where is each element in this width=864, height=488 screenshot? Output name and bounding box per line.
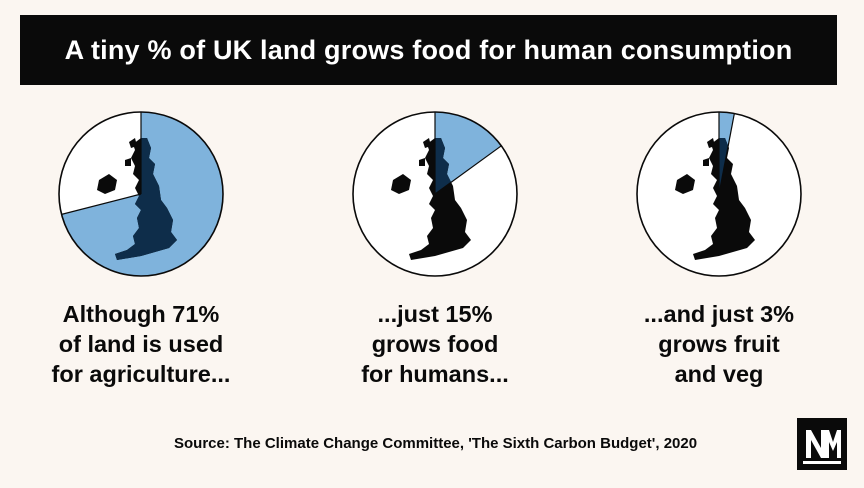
title-bar: A tiny % of UK land grows food for human… [20,15,837,85]
pie-svg-fruit-and-veg [636,111,802,277]
pie-slice-highlight [435,112,502,194]
caption-line: grows fruit [658,331,780,357]
pie-svg-food-for-humans [352,111,518,277]
pie-chart-agriculture [55,108,227,280]
uk-map-icon [675,138,755,260]
pie-outline [58,111,224,277]
caption-line: and veg [674,361,764,387]
caption-line: ...just 15% [377,301,493,327]
slice-edge [718,113,735,195]
caption-line: Although 71% [62,301,220,327]
caption-fruit-and-veg: ...and just 3% grows fruit and veg [589,299,849,389]
caption-line: ...and just 3% [643,301,795,327]
slice-edge [434,145,502,195]
caption-line: for humans... [361,361,509,387]
pie-outline [636,111,802,277]
uk-map-icon [391,138,471,260]
caption-line: grows food [371,331,499,357]
pie-chart-fruit-and-veg [633,108,805,280]
source-note: Source: The Climate Change Committee, 'T… [174,435,698,452]
pie-chart-food-for-humans [349,108,521,280]
pie-svg-agriculture [58,111,224,277]
chart-title: A tiny % of UK land grows food for human… [64,34,793,65]
slice-edge [61,193,142,215]
caption-agriculture: Although 71% of land is used for agricul… [11,299,271,389]
caption-line: for agriculture... [51,361,231,387]
caption-line: of land is used [58,331,224,357]
nm-logo-icon [797,418,847,470]
caption-food-for-humans: ...just 15% grows food for humans... [305,299,565,389]
pie-outline [352,111,518,277]
